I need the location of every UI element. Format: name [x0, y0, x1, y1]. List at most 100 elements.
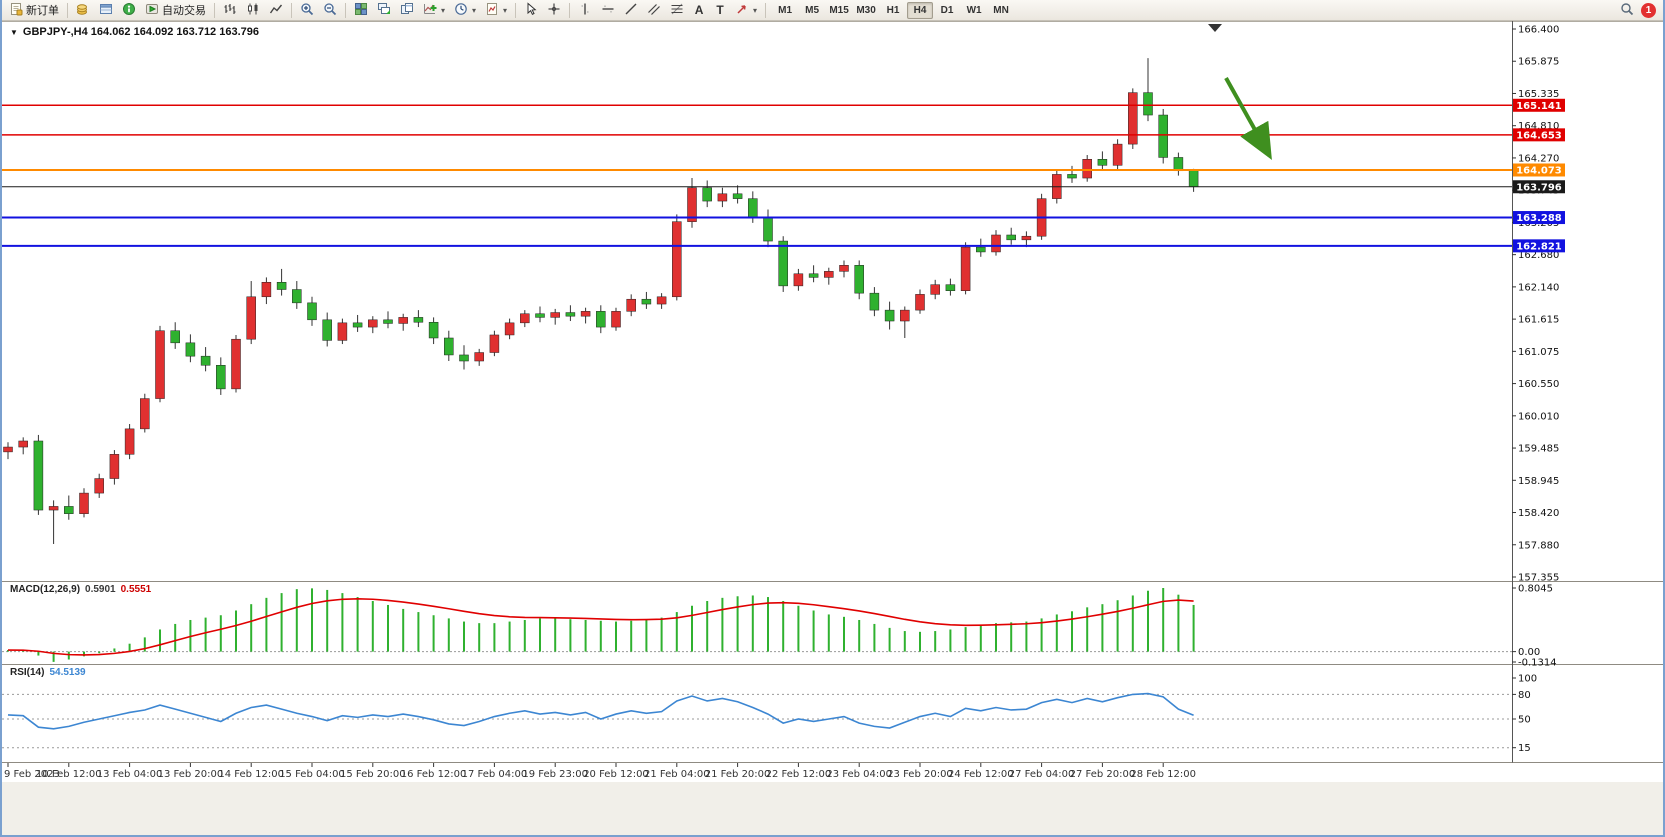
zoom-in-button[interactable] — [296, 1, 318, 20]
bar-chart-button[interactable] — [219, 1, 241, 20]
svg-text:19 Feb 23:00: 19 Feb 23:00 — [522, 769, 588, 780]
fibonacci-icon — [670, 2, 684, 19]
notification-badge[interactable]: 1 — [1641, 2, 1656, 18]
toolbar-separator — [291, 2, 292, 18]
svg-text:160.010: 160.010 — [1518, 411, 1559, 422]
new-order-button[interactable]: 新订单 — [5, 1, 63, 20]
chart-area: 166.400 165.875 165.335 164.810 164.270 163.7… — [2, 21, 1663, 782]
trendline-button[interactable] — [620, 1, 642, 20]
cascade-windows-icon — [400, 2, 414, 19]
svg-text:165.875: 165.875 — [1518, 57, 1559, 68]
arrows-icon — [735, 2, 749, 19]
cursor-button[interactable] — [520, 1, 542, 20]
crosshair-button[interactable] — [543, 1, 565, 20]
svg-text:161.075: 161.075 — [1518, 347, 1559, 358]
svg-text:23 Feb 04:00: 23 Feb 04:00 — [826, 769, 892, 780]
market-watch-icon — [76, 2, 90, 19]
svg-text:160.550: 160.550 — [1518, 379, 1559, 390]
algo-trading-button[interactable]: 自动交易 — [141, 1, 210, 20]
data-window-icon — [99, 2, 113, 19]
svg-text:162.821: 162.821 — [1516, 241, 1562, 252]
timeframe-m5-button[interactable]: M5 — [799, 2, 825, 19]
svg-text:22 Feb 12:00: 22 Feb 12:00 — [766, 769, 832, 780]
market-watch-button[interactable] — [72, 1, 94, 20]
svg-text:164.653: 164.653 — [1516, 130, 1562, 141]
label-button[interactable]: T — [710, 1, 730, 20]
svg-text:21 Feb 04:00: 21 Feb 04:00 — [644, 769, 710, 780]
ohlc-readout: GBPJPY-,H4 164.062 164.092 163.712 163.7… — [22, 26, 259, 38]
svg-text:-0.1314: -0.1314 — [1518, 658, 1557, 669]
equidistant-channel-icon — [647, 2, 661, 19]
svg-text:9 Feb 2023: 9 Feb 2023 — [4, 769, 60, 780]
equidistant-channel-button[interactable] — [643, 1, 665, 20]
arrows-button[interactable] — [731, 1, 761, 20]
toolbar: 新订单 自动交易 — [2, 0, 1663, 21]
svg-text:157.355: 157.355 — [1518, 573, 1559, 584]
arrange-windows-icon — [377, 2, 391, 19]
svg-text:0.00: 0.00 — [1518, 647, 1540, 658]
algo-trading-icon — [145, 2, 159, 19]
macd-signal-value: 0.5551 — [120, 584, 152, 595]
macd-header: MACD(12,26,9) 0.5901 0.5551 — [10, 584, 151, 595]
timeframe-group: M1 M5 M15 M30 H1 H4 D1 W1 MN — [772, 1, 1014, 19]
chart-canvas[interactable]: 166.400 165.875 165.335 164.810 164.270 163.7… — [2, 21, 1663, 782]
arrange-windows-button[interactable] — [373, 1, 395, 20]
svg-text:50: 50 — [1518, 715, 1531, 726]
svg-text:163.288: 163.288 — [1516, 213, 1562, 224]
vertical-line-button[interactable] — [574, 1, 596, 20]
clock-icon — [454, 2, 468, 19]
svg-text:158.420: 158.420 — [1518, 508, 1559, 519]
line-chart-button[interactable] — [265, 1, 287, 20]
templates-button[interactable] — [481, 1, 511, 20]
fibonacci-button[interactable] — [666, 1, 688, 20]
svg-text:163.796: 163.796 — [1516, 182, 1562, 193]
window-bottom-area — [2, 782, 1663, 835]
svg-text:100: 100 — [1518, 674, 1537, 685]
data-window-button[interactable] — [95, 1, 117, 20]
timeframes-menu-button[interactable] — [450, 1, 480, 20]
svg-text:16 Feb 12:00: 16 Feb 12:00 — [401, 769, 467, 780]
toolbar-separator — [515, 2, 517, 18]
indicators-button[interactable] — [419, 1, 449, 20]
cascade-windows-button[interactable] — [396, 1, 418, 20]
community-icon — [122, 2, 136, 19]
toolbar-separator — [569, 2, 571, 18]
price-scale[interactable] — [1512, 21, 1663, 762]
svg-text:161.615: 161.615 — [1518, 315, 1559, 326]
svg-text:24 Feb 12:00: 24 Feb 12:00 — [948, 769, 1014, 780]
toolbar-separator — [214, 2, 215, 18]
svg-text:17 Feb 04:00: 17 Feb 04:00 — [462, 769, 528, 780]
tile-windows-button[interactable] — [350, 1, 372, 20]
new-order-label: 新订单 — [26, 5, 59, 17]
svg-text:23 Feb 20:00: 23 Feb 20:00 — [887, 769, 953, 780]
timeframe-d1-button[interactable]: D1 — [934, 2, 960, 19]
community-button[interactable] — [118, 1, 140, 20]
template-icon — [485, 2, 499, 19]
one-click-trading-caret[interactable]: ▼ — [10, 27, 18, 37]
horizontal-line-button[interactable] — [597, 1, 619, 20]
timeframe-m1-button[interactable]: M1 — [772, 2, 798, 19]
timeframe-m30-button[interactable]: M30 — [853, 2, 879, 19]
svg-text:20 Feb 12:00: 20 Feb 12:00 — [583, 769, 649, 780]
svg-text:164.810: 164.810 — [1518, 121, 1559, 132]
search-button[interactable] — [1616, 1, 1638, 20]
svg-text:166.400: 166.400 — [1518, 25, 1559, 36]
timeframe-mn-button[interactable]: MN — [988, 2, 1014, 19]
timeframe-m15-button[interactable]: M15 — [826, 2, 852, 19]
trendline-icon — [624, 2, 638, 19]
macd-main-value: 0.5901 — [85, 584, 116, 595]
timeframe-h4-button[interactable]: H4 — [907, 1, 934, 19]
rsi-label: RSI(14) — [10, 667, 45, 678]
cursor-icon — [524, 1, 538, 19]
time-scale[interactable] — [2, 763, 1512, 782]
candlestick-chart-button[interactable] — [242, 1, 264, 20]
text-button[interactable]: A — [689, 1, 709, 20]
timeframe-w1-button[interactable]: W1 — [961, 2, 987, 19]
svg-text:80: 80 — [1518, 690, 1531, 701]
timeframe-h1-button[interactable]: H1 — [880, 2, 906, 19]
zoom-out-button[interactable] — [319, 1, 341, 20]
svg-text:165.335: 165.335 — [1518, 89, 1559, 100]
svg-text:15 Feb 04:00: 15 Feb 04:00 — [279, 769, 345, 780]
vertical-line-icon — [578, 2, 592, 19]
